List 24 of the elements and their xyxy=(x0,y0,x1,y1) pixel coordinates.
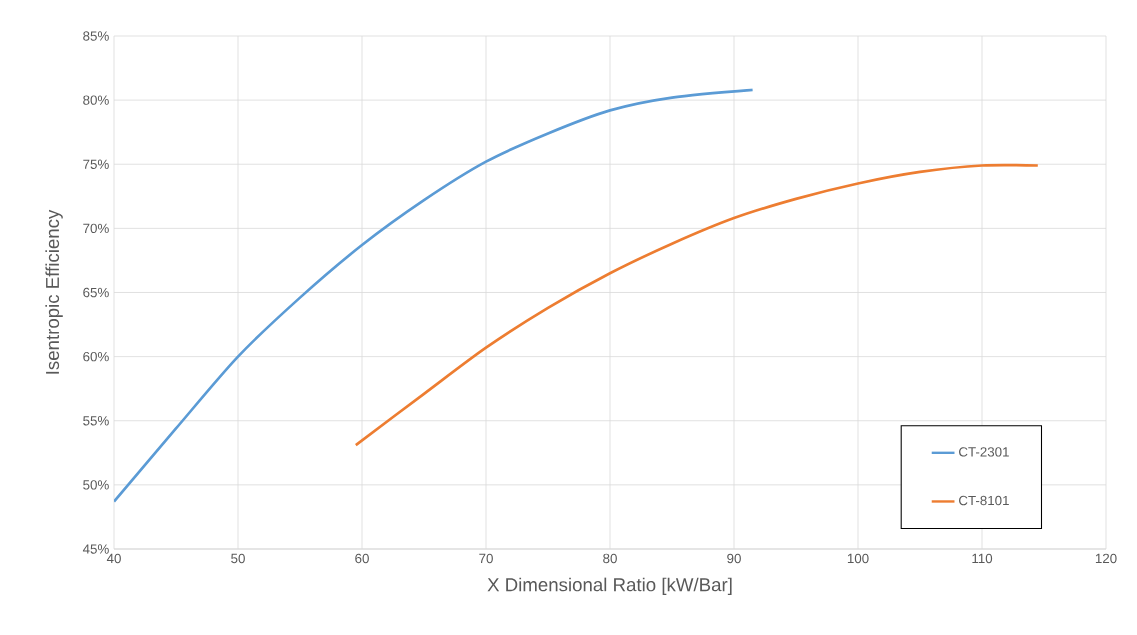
y-axis-title: Isentropic Efficiency xyxy=(45,209,63,374)
x-tick-label: 90 xyxy=(727,553,741,564)
y-tick-label: 75% xyxy=(83,159,109,169)
y-tick-label: 60% xyxy=(83,351,109,362)
y-tick-label: 80% xyxy=(83,95,109,105)
x-tick-label: 120 xyxy=(1095,553,1117,564)
line-series xyxy=(354,163,1040,447)
y-tick-label: 65% xyxy=(83,287,109,298)
x-tick-label: 70 xyxy=(479,553,493,564)
legend-label: CT-8101 xyxy=(959,495,1009,506)
y-tick-label: 55% xyxy=(83,416,109,426)
x-tick-label: 60 xyxy=(355,553,369,564)
y-tick-label: 70% xyxy=(83,223,109,234)
y-tick-label: 50% xyxy=(83,480,109,490)
x-tick-label: 110 xyxy=(972,553,993,564)
x-tick-label: 100 xyxy=(847,553,869,564)
x-tick-label: 40 xyxy=(106,553,121,564)
y-tick-label: 85% xyxy=(83,31,109,41)
y-tick-label: 45% xyxy=(82,544,109,554)
x-tick-label: 80 xyxy=(603,553,617,564)
x-axis-title: X Dimensional Ratio [kW/Bar] xyxy=(487,577,732,596)
legend-label: CT-2301 xyxy=(959,447,1009,457)
line-series xyxy=(114,88,754,503)
x-tick-label: 50 xyxy=(231,553,245,564)
